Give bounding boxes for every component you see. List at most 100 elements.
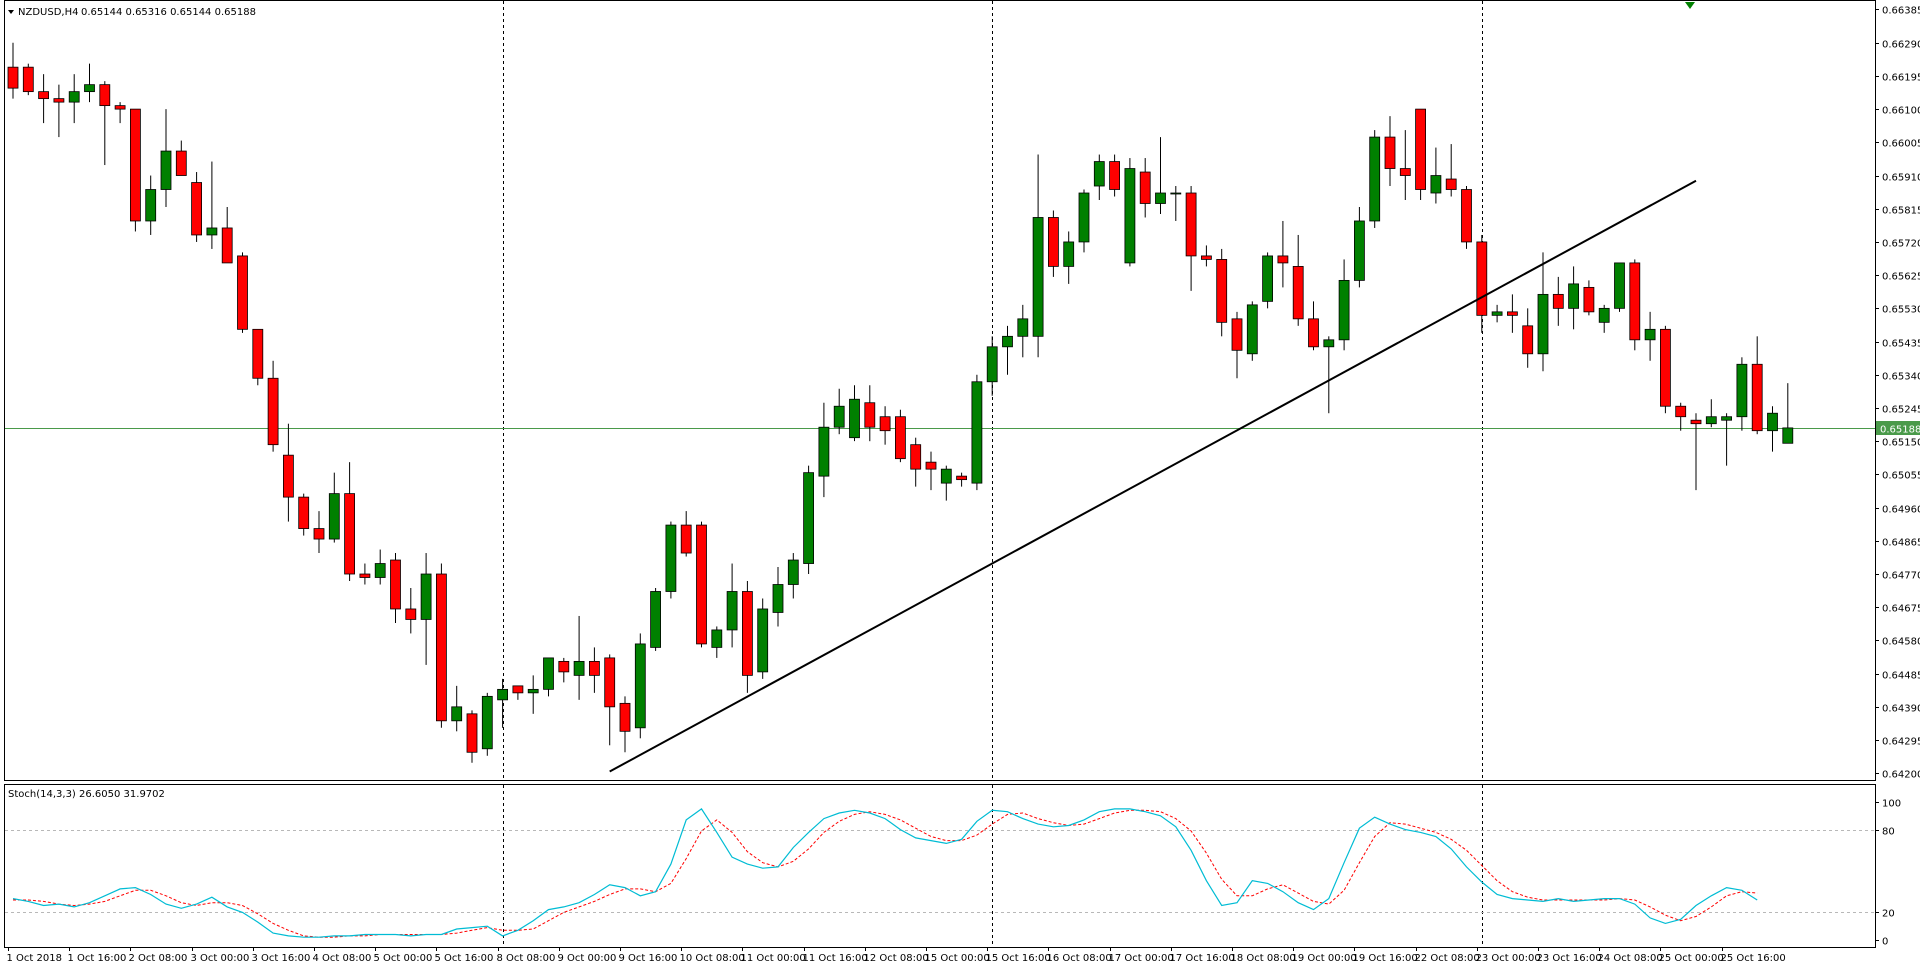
- price-axis-label: 0.65530: [1882, 305, 1920, 316]
- price-axis-label: 0.66290: [1882, 40, 1920, 51]
- candle: [879, 406, 891, 445]
- candle-body-bear: [298, 496, 310, 529]
- stochastic-signal-line: [13, 809, 1758, 938]
- candle-body-bull: [1017, 318, 1029, 337]
- candle-body-bear: [1415, 108, 1426, 190]
- candle-body-bear: [956, 475, 967, 481]
- candle-body-bull: [1644, 328, 1656, 341]
- candle: [1354, 206, 1365, 288]
- candle: [481, 692, 493, 756]
- time-axis-label: 9 Oct 16:00: [619, 953, 678, 964]
- candle: [1767, 406, 1778, 452]
- time-axis-label: 22 Oct 08:00: [1415, 953, 1480, 964]
- candle: [543, 657, 554, 697]
- candle: [282, 423, 294, 522]
- candle-body-bull: [634, 643, 646, 729]
- candle-body-bear: [1292, 266, 1304, 320]
- chart-shift-marker-icon[interactable]: [1685, 2, 1695, 9]
- candle: [1246, 301, 1258, 361]
- time-axis-label: 1 Oct 2018: [7, 953, 62, 964]
- price-panel-frame: [4, 0, 1876, 781]
- candle: [298, 493, 310, 536]
- stochastic-axis-label: 80: [1882, 827, 1895, 838]
- candle-body-bull: [451, 706, 463, 722]
- candle: [711, 626, 723, 658]
- candle: [558, 657, 570, 683]
- candle-body-bear: [1048, 217, 1059, 267]
- candle: [466, 710, 478, 763]
- candle-body-bull: [1093, 161, 1105, 187]
- candle-body-bull: [573, 660, 585, 676]
- candle: [206, 161, 218, 249]
- candle-body-bull: [1246, 304, 1258, 355]
- price-axis-label: 0.66195: [1882, 73, 1920, 84]
- candle: [22, 63, 34, 96]
- candle: [1491, 304, 1503, 323]
- candle-body-bull: [1767, 412, 1778, 432]
- candle: [7, 42, 19, 99]
- candle-body-bull: [481, 695, 493, 750]
- candle-body-bull: [374, 563, 386, 578]
- time-axis-label: 24 Oct 08:00: [1598, 953, 1663, 964]
- time-axis-label: 12 Oct 08:00: [864, 953, 929, 964]
- time-axis-label: 19 Oct 00:00: [1292, 953, 1357, 964]
- candle-body-bear: [466, 713, 478, 753]
- candle: [940, 465, 952, 501]
- candle-body-bull: [420, 573, 432, 620]
- candle: [1430, 147, 1442, 204]
- candle-body-bear: [313, 528, 325, 540]
- candle: [895, 409, 906, 463]
- time-axis-label: 3 Oct 16:00: [252, 953, 311, 964]
- stochastic-panel-frame: [4, 784, 1876, 948]
- candle-body-bear: [359, 573, 371, 578]
- candle-body-bear: [282, 454, 294, 498]
- candle: [986, 336, 998, 396]
- candle: [237, 252, 248, 333]
- candle: [1583, 280, 1595, 316]
- candle: [1751, 336, 1763, 435]
- candle-body-bear: [7, 66, 19, 89]
- candle-body-bear: [129, 108, 141, 222]
- candle: [1048, 210, 1059, 277]
- candle: [1109, 154, 1120, 197]
- candle-body-bear: [696, 524, 707, 645]
- time-axis-label: 19 Oct 16:00: [1353, 953, 1418, 964]
- candle-body-bear: [1522, 325, 1534, 355]
- candle: [787, 553, 799, 599]
- candle-body-bear: [864, 402, 876, 428]
- candle-body-bull: [1262, 255, 1273, 302]
- candle-body-bear: [99, 84, 111, 107]
- price-axis-label: 0.65720: [1882, 239, 1920, 250]
- candle-body-bull: [206, 227, 218, 236]
- candle-body-bear: [1675, 405, 1687, 418]
- candle: [1522, 308, 1534, 368]
- candle: [1507, 294, 1518, 333]
- price-axis-label: 0.65625: [1882, 272, 1920, 283]
- candle-body-bull: [1721, 416, 1732, 421]
- candle: [114, 102, 126, 124]
- candle: [1201, 245, 1212, 267]
- symbol-dropdown-icon[interactable]: [8, 10, 14, 14]
- price-axis-label: 0.65150: [1882, 438, 1920, 449]
- candle: [344, 462, 356, 582]
- candle-body-bull: [1614, 262, 1625, 309]
- stochastic-label: Stoch(14,3,3) 26.6050 31.9702: [8, 789, 165, 800]
- candle-body-bear: [589, 660, 600, 676]
- candle: [527, 675, 539, 714]
- current-price-tag: [1876, 421, 1920, 435]
- time-axis-label: 15 Oct 00:00: [925, 953, 990, 964]
- candle: [175, 140, 187, 176]
- candle-body-bear: [1201, 255, 1212, 260]
- candle: [1032, 154, 1044, 358]
- candle-body-bull: [68, 91, 80, 103]
- time-axis-label: 10 Oct 08:00: [680, 953, 745, 964]
- price-axis-label: 0.64580: [1882, 637, 1920, 648]
- time-axis-label: 11 Oct 16:00: [803, 953, 868, 964]
- candle-body-bull: [84, 84, 95, 93]
- candle: [772, 567, 784, 627]
- candle: [1644, 311, 1656, 361]
- candle-body-bear: [1308, 318, 1319, 348]
- candle: [1338, 259, 1350, 351]
